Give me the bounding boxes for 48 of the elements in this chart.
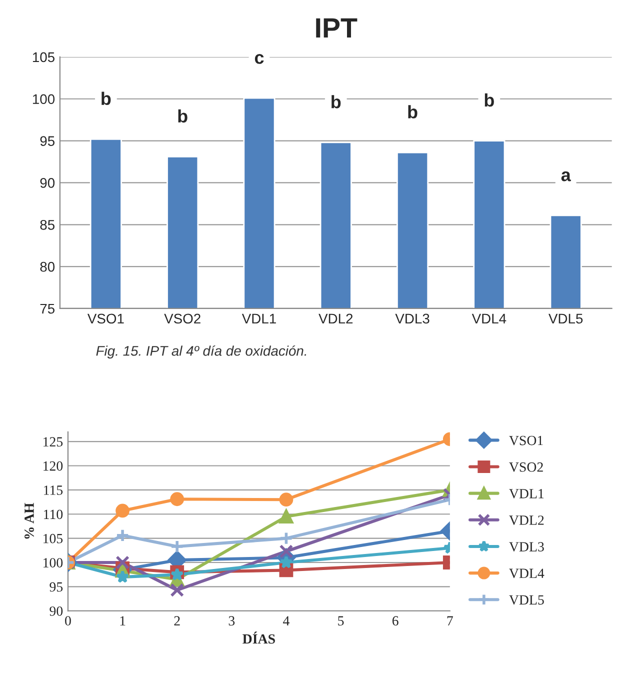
y-tick-label: 75 — [40, 304, 55, 314]
y-tick-label: 100 — [32, 94, 55, 104]
chart-title: IPT — [316, 18, 358, 38]
annotation: b — [408, 105, 418, 118]
y-tick-label: 80 — [40, 262, 55, 272]
y-tick-label: 85 — [40, 220, 55, 230]
y-tick-label: 110 — [44, 510, 63, 520]
y-tick-label: 95 — [50, 582, 63, 592]
legend-label: VDL1 — [509, 489, 544, 498]
y-axis-title: % AH — [24, 502, 34, 539]
x-tick-label: 6 — [392, 616, 398, 626]
legend-label: VSO1 — [509, 436, 543, 446]
annotation: b — [332, 95, 341, 108]
x-tick-label: 4 — [283, 616, 290, 626]
x-tick-label: VDL5 — [548, 314, 583, 324]
annotation: b — [484, 93, 494, 107]
legend-label: VDL4 — [509, 568, 544, 578]
y-tick-label: 105 — [44, 534, 63, 544]
annotation: b — [178, 109, 188, 123]
y-tick-label: 105 — [32, 52, 55, 62]
y-tick-label: 90 — [40, 178, 55, 188]
y-tick-label: 90 — [50, 606, 63, 616]
legend-label: VSO2 — [509, 462, 543, 472]
y-tick-label: 125 — [44, 437, 63, 447]
x-axis-title: DÍAS — [242, 632, 275, 644]
x-tick-label: VDL4 — [472, 314, 506, 324]
annotation: a — [561, 171, 571, 182]
legend-label: VDL2 — [509, 516, 544, 525]
annotation: c — [254, 54, 264, 64]
y-tick-label: 100 — [44, 558, 63, 568]
x-tick-label: VSO1 — [87, 314, 124, 324]
legend-label: VDL5 — [509, 595, 544, 605]
x-tick-label: 0 — [65, 616, 71, 626]
y-tick-label: 115 — [44, 486, 63, 495]
legend-label: VDL3 — [509, 542, 544, 552]
x-tick-label: 3 — [228, 616, 235, 626]
y-tick-label: 95 — [40, 136, 55, 146]
x-tick-label: 5 — [338, 616, 344, 626]
x-tick-label: VDL3 — [395, 314, 430, 324]
caption: Fig. 15. IPT al 4º día de oxidación. — [96, 345, 306, 359]
y-tick-label: 120 — [44, 461, 63, 471]
x-tick-label: VDL1 — [242, 314, 276, 324]
x-tick-label: 1 — [120, 616, 126, 626]
x-tick-label: 7 — [447, 616, 453, 626]
annotation: b — [102, 92, 111, 105]
x-tick-label: 2 — [174, 616, 180, 626]
x-tick-label: VSO2 — [164, 314, 200, 324]
x-tick-label: VDL2 — [318, 314, 353, 324]
